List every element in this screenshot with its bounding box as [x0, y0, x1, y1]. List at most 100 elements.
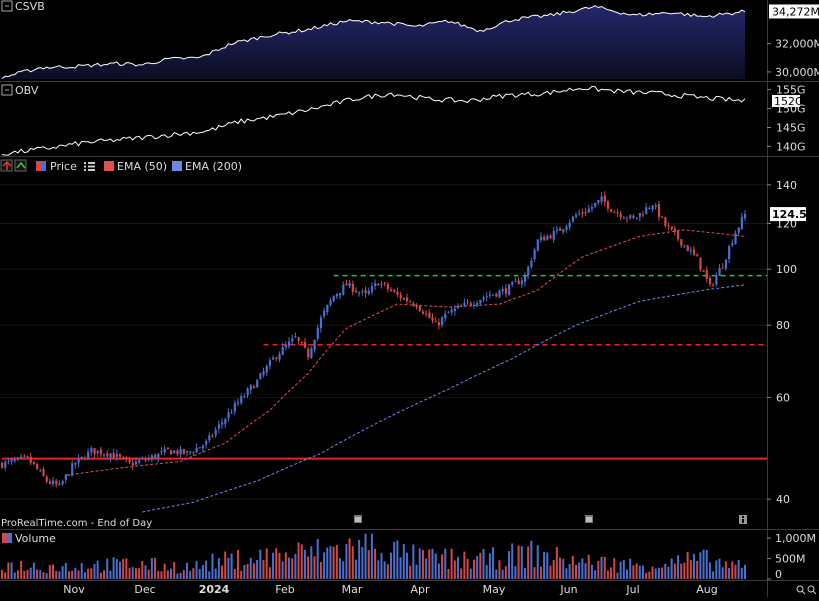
volume-bar: [125, 558, 128, 579]
calendar-icon[interactable]: [354, 515, 362, 523]
candle-body: [511, 282, 514, 285]
volume-bar: [7, 562, 10, 579]
candle-body: [52, 480, 55, 484]
volume-bar: [243, 564, 246, 579]
volume-bar: [339, 558, 342, 579]
volume-bar: [189, 570, 192, 579]
volume-bar: [77, 570, 80, 579]
volume-bar: [221, 565, 224, 579]
candle-body: [26, 456, 29, 458]
candle-body: [393, 290, 396, 292]
volume-bar: [476, 555, 479, 579]
volume-bar: [39, 569, 42, 579]
obv-tick-label: 145G: [776, 122, 806, 135]
price-legend-item[interactable]: Price: [36, 160, 77, 173]
volume-bar: [138, 568, 141, 579]
candle-body: [10, 459, 13, 462]
obv-last-badge: [772, 95, 800, 108]
volume-bar: [157, 570, 160, 579]
price-candles: [1, 191, 747, 488]
volume-bar: [52, 564, 55, 579]
volume-bar: [648, 571, 651, 579]
volume-bar: [342, 561, 345, 579]
volume-bar: [42, 572, 45, 579]
volume-bar: [559, 557, 562, 579]
ema-200-legend-item[interactable]: EMA (200): [172, 160, 242, 173]
candle-body: [256, 379, 259, 388]
collapse-button[interactable]: [0, 159, 13, 172]
price-legend-label: Price: [50, 160, 77, 173]
volume-bar: [641, 565, 644, 579]
candle-body: [415, 304, 418, 308]
candle-body: [603, 195, 606, 203]
volume-bar: [418, 548, 421, 579]
volume-bar: [415, 564, 418, 579]
info-icon[interactable]: [739, 515, 747, 524]
volume-bar: [527, 546, 530, 579]
time-axis-label: Aug: [696, 583, 717, 596]
volume-bar: [441, 554, 444, 579]
candle-body: [370, 286, 374, 292]
candle-body: [128, 459, 131, 463]
volume-bar: [29, 567, 32, 579]
candle-body: [543, 236, 546, 241]
volume-bar: [154, 557, 157, 579]
volume-bar: [201, 565, 204, 579]
volume-bar: [428, 549, 431, 579]
obv-legend[interactable]: OBV: [1, 84, 39, 97]
candle-body: [134, 461, 138, 465]
candle-body: [699, 257, 702, 270]
volume-bar: [632, 565, 635, 579]
volume-bar: [74, 567, 77, 579]
candle-body: [724, 259, 728, 269]
candle-body: [45, 476, 48, 482]
volume-bar: [93, 564, 96, 579]
candle-body: [99, 449, 103, 455]
candle-body: [495, 293, 498, 297]
calendar-icon[interactable]: [585, 515, 593, 523]
volume-bar: [431, 548, 434, 579]
csvb-legend[interactable]: CSVB: [1, 0, 45, 13]
volume-bar: [610, 567, 613, 579]
volume-bar: [45, 573, 48, 579]
expand-button[interactable]: [14, 159, 27, 172]
candle-body: [313, 339, 316, 350]
volume-legend[interactable]: Volume: [2, 532, 56, 545]
time-axis-label: Jun: [559, 583, 577, 596]
candle-body: [243, 396, 246, 398]
volume-bar: [731, 561, 734, 579]
volume-bar: [495, 569, 498, 579]
candle-body: [211, 435, 214, 437]
candle-body: [657, 204, 661, 218]
candle-body: [335, 293, 339, 297]
volume-bar: [335, 544, 338, 579]
candle-body: [189, 451, 192, 453]
volume-bar: [310, 546, 313, 579]
candle-body: [718, 268, 721, 276]
volume-bar: [692, 553, 695, 579]
obv-last-value: 152G: [774, 95, 804, 108]
volume-bar: [635, 563, 638, 579]
candle-body: [715, 275, 718, 285]
list-icon[interactable]: [84, 162, 95, 171]
candle-body: [597, 200, 600, 203]
volume-bar: [99, 572, 102, 579]
candle-body: [272, 357, 275, 360]
volume-bar: [645, 572, 648, 579]
candle-body: [402, 297, 405, 300]
volume-bar: [115, 559, 118, 579]
volume-bar: [348, 538, 351, 579]
volume-bar: [383, 561, 386, 579]
candle-body: [460, 305, 463, 307]
candle-body: [64, 474, 67, 480]
volume-bar: [447, 569, 450, 579]
volume-bar: [667, 566, 670, 579]
candle-body: [622, 218, 626, 220]
volume-bar: [689, 560, 692, 579]
volume-bar: [702, 549, 705, 579]
zoom-icon[interactable]: [796, 585, 817, 595]
ema-50-legend-item[interactable]: EMA (50): [104, 160, 167, 173]
candle-body: [626, 217, 629, 219]
candle-body: [173, 450, 176, 454]
volume-bar: [185, 562, 188, 579]
